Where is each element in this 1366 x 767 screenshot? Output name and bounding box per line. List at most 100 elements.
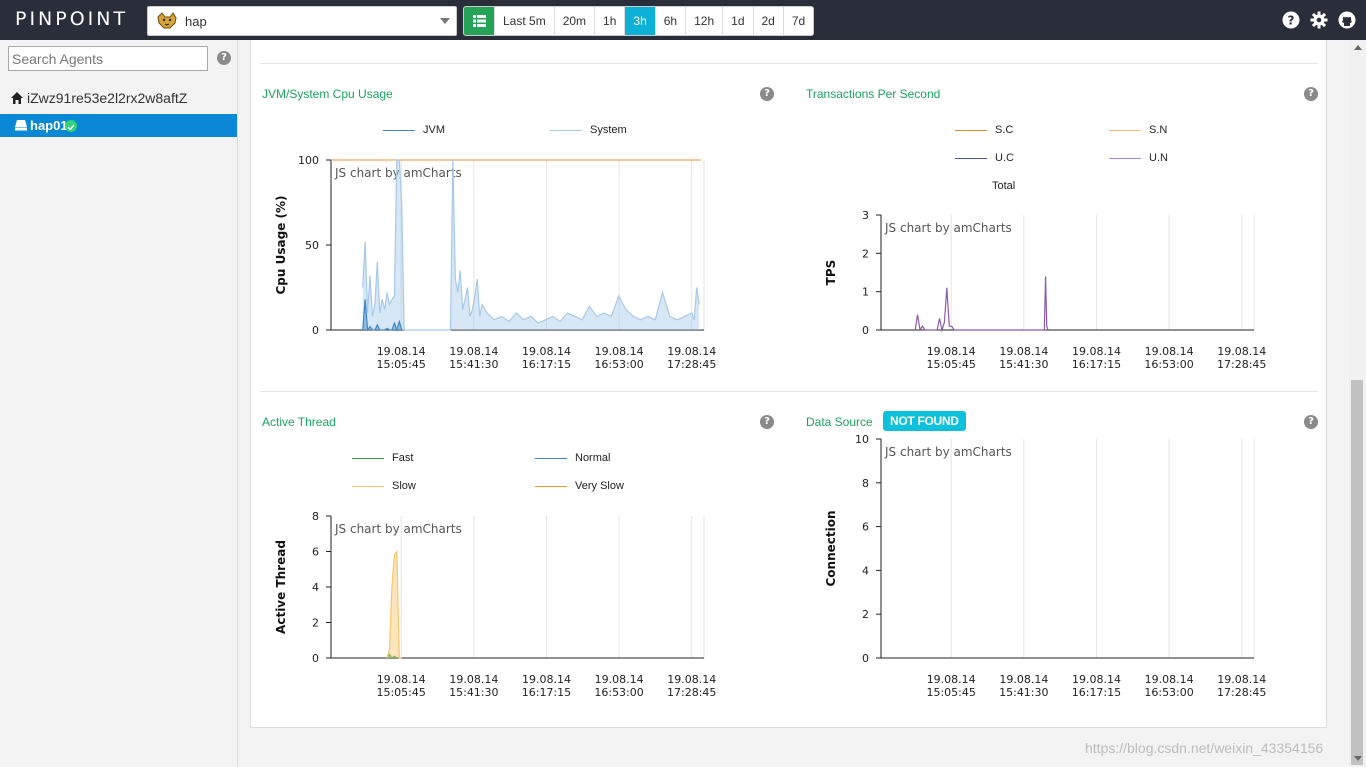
help-icon[interactable]: ?	[1282, 11, 1300, 29]
chevron-down-icon[interactable]	[440, 18, 450, 24]
legend-system[interactable]: System	[550, 124, 627, 136]
x-tick-label: 15:05:45	[926, 358, 975, 371]
legend-label: System	[590, 124, 627, 136]
x-tick-label: 16:53:00	[1144, 686, 1193, 699]
legend-swatch	[1109, 157, 1141, 159]
legend-swatch	[535, 485, 567, 487]
x-tick-label: 19.08.14	[1072, 345, 1121, 358]
x-tick-label: 15:05:45	[926, 686, 975, 699]
y-tick-label: 1	[862, 286, 869, 299]
y-axis-label: TPS	[824, 260, 838, 286]
legend-label: Total	[992, 180, 1016, 192]
y-axis-label: Active Thread	[274, 540, 288, 634]
legend-un[interactable]: U.N	[1109, 152, 1168, 164]
range-button-12h[interactable]: 12h	[686, 7, 724, 35]
range-button-6h[interactable]: 6h	[655, 7, 687, 35]
legend-label: S.N	[1149, 124, 1168, 136]
cpu-usage-chart: 05010019.08.1415:05:4519.08.1415:41:3019…	[274, 154, 716, 371]
legend-swatch	[535, 457, 567, 459]
x-tick-label: 15:41:30	[449, 358, 498, 371]
help-icon[interactable]: ?	[217, 51, 231, 65]
legend-label: JVM	[423, 124, 445, 136]
x-tick-label: 19.08.14	[927, 345, 976, 358]
search-agents-input[interactable]	[8, 46, 208, 71]
scroll-thumb[interactable]	[1351, 380, 1363, 765]
y-tick-label: 8	[862, 477, 869, 490]
x-tick-label: 16:17:15	[1072, 686, 1121, 699]
x-tick-label: 19.08.14	[1145, 673, 1194, 686]
legend-uc[interactable]: U.C	[955, 152, 1014, 164]
legend-fast[interactable]: Fast	[352, 452, 413, 464]
help-icon[interactable]: ?	[1304, 415, 1318, 429]
top-navbar: PINPOINT hap Last 5m 20m 1h 3h 6h 12h 1d…	[0, 0, 1366, 40]
top-icons: ?	[1282, 11, 1356, 29]
range-button-1d[interactable]: 1d	[723, 7, 754, 35]
legend-jvm[interactable]: JVM	[383, 124, 445, 136]
legend-swatch	[352, 485, 384, 487]
range-button-last-5m[interactable]: Last 5m	[495, 7, 555, 35]
gear-icon[interactable]	[1310, 11, 1328, 29]
page-scrollbar[interactable]	[1349, 40, 1366, 767]
scroll-up-arrow[interactable]	[1354, 45, 1362, 50]
x-tick-label: 19.08.14	[377, 345, 426, 358]
application-select[interactable]: hap	[147, 6, 457, 36]
x-tick-label: 15:05:45	[376, 358, 425, 371]
range-button-1h[interactable]: 1h	[595, 7, 626, 35]
range-button-20m[interactable]: 20m	[554, 7, 596, 35]
x-tick-label: 17:28:45	[667, 686, 716, 699]
legend-slow[interactable]: Slow	[352, 480, 416, 492]
x-tick-label: 19.08.14	[999, 345, 1048, 358]
scroll-down-arrow[interactable]	[1354, 756, 1362, 761]
legend-label: Very Slow	[575, 480, 624, 492]
legend-very-slow[interactable]: Very Slow	[535, 480, 624, 492]
not-found-badge: NOT FOUND	[883, 411, 966, 431]
x-tick-label: 19.08.14	[667, 673, 716, 686]
x-tick-label: 16:17:15	[522, 358, 571, 371]
y-tick-label: 50	[305, 239, 319, 252]
x-tick-label: 15:41:30	[999, 358, 1048, 371]
datasource-chart-title: Data Source	[806, 415, 873, 429]
y-tick-label: 2	[862, 608, 869, 621]
svg-text:?: ?	[1288, 14, 1295, 28]
y-tick-label: 2	[862, 247, 869, 260]
series-line-total	[914, 276, 1049, 333]
y-tick-label: 0	[862, 652, 869, 665]
x-tick-label: 15:41:30	[999, 686, 1048, 699]
legend-total[interactable]: Total	[992, 180, 1015, 192]
x-tick-label: 19.08.14	[927, 673, 976, 686]
range-button-3h[interactable]: 3h	[625, 7, 656, 35]
y-tick-label: 8	[312, 510, 319, 523]
active-thread-chart: 0246819.08.1415:05:4519.08.1415:41:3019.…	[274, 510, 716, 699]
amcharts-watermark: JS chart by amCharts	[884, 221, 1012, 235]
agent-item-hap01[interactable]: hap01	[0, 114, 237, 137]
github-icon[interactable]	[1338, 11, 1356, 29]
y-tick-label: 6	[312, 546, 319, 559]
x-tick-label: 17:28:45	[1217, 358, 1266, 371]
application-name: hap	[185, 14, 207, 29]
agent-group-row[interactable]: iZwz91re53e2l2rx2w8aftZ	[10, 88, 187, 108]
help-icon[interactable]: ?	[1304, 87, 1318, 101]
list-view-button[interactable]	[464, 7, 495, 35]
range-button-2d[interactable]: 2d	[753, 7, 784, 35]
x-tick-label: 19.08.14	[999, 673, 1048, 686]
legend-normal[interactable]: Normal	[535, 452, 610, 464]
x-tick-label: 16:53:00	[594, 358, 643, 371]
pinpoint-logo[interactable]: PINPOINT	[15, 8, 129, 30]
cpu-chart-title: JVM/System Cpu Usage	[262, 87, 393, 101]
tps-chart: 012319.08.1415:05:4519.08.1415:41:3019.0…	[824, 209, 1266, 371]
y-axis-label: Cpu Usage (%)	[274, 196, 288, 295]
y-axis-label: Connection	[824, 510, 838, 586]
legend-sn[interactable]: S.N	[1109, 124, 1167, 136]
range-button-7d[interactable]: 7d	[783, 7, 814, 35]
legend-sc[interactable]: S.C	[955, 124, 1013, 136]
csdn-watermark: https://blog.csdn.net/weixin_43354156	[1085, 740, 1324, 756]
divider	[260, 63, 1318, 64]
amcharts-watermark: JS chart by amCharts	[334, 166, 462, 180]
agent-group-name: iZwz91re53e2l2rx2w8aftZ	[27, 90, 188, 106]
help-icon[interactable]: ?	[760, 87, 774, 101]
legend-swatch	[955, 129, 987, 131]
legend-swatch	[955, 157, 987, 159]
y-tick-label: 6	[862, 521, 869, 534]
legend-label: U.C	[995, 152, 1014, 164]
help-icon[interactable]: ?	[760, 415, 774, 429]
